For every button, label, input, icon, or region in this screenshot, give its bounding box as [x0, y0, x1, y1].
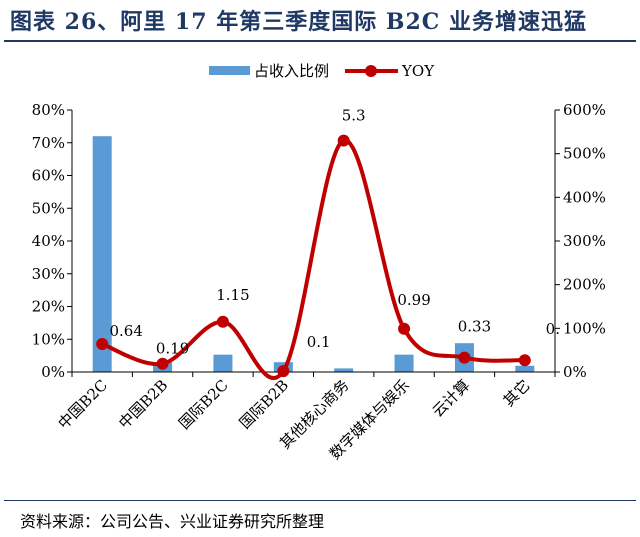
yoy-marker [518, 354, 531, 367]
y-left-tick-label: 70% [32, 134, 65, 152]
yoy-data-label: 1.15 [216, 286, 249, 304]
y-left-tick-label: 10% [32, 330, 65, 348]
yoy-data-label: 0.19 [156, 340, 189, 358]
yoy-data-label: 5.3 [342, 107, 366, 125]
y-right-tick-label: 200% [563, 276, 606, 294]
x-tick-label: 云计算 [429, 376, 474, 421]
y-left-tick-label: 30% [32, 265, 65, 283]
x-tick-label: 其它 [500, 376, 534, 410]
bar [334, 368, 354, 372]
legend-label-line: YOY [401, 62, 435, 80]
yoy-marker [337, 134, 350, 147]
x-tick-label: 中国B2B [115, 376, 171, 432]
x-tick-label: 中国B2C [54, 376, 111, 433]
legend-marker-line [365, 65, 377, 77]
bar [213, 354, 233, 372]
bottom-rule [4, 500, 636, 501]
extra-data-label: 0.1 [307, 333, 331, 351]
yoy-marker [216, 315, 229, 328]
y-right-tick-label: 400% [563, 188, 606, 206]
legend-swatch-bar [209, 66, 250, 75]
source-note: 资料来源：公司公告、兴业证券研究所整理 [20, 512, 325, 531]
x-tick-label: 国际B2B [236, 376, 292, 432]
bar [92, 136, 112, 372]
yoy-marker [96, 338, 109, 351]
legend-label-bar: 占收入比例 [254, 62, 329, 80]
figure-title: 图表 26、阿里 17 年第三季度国际 B2C 业务增速迅猛 [10, 9, 587, 35]
y-right-tick-label: 600% [563, 101, 606, 119]
yoy-line [101, 138, 525, 380]
y-right-tick-label: 100% [563, 319, 606, 337]
y-left-tick-label: 50% [32, 199, 65, 217]
y-right-tick-label: 300% [563, 232, 606, 250]
yoy-data-label: 0.99 [397, 291, 430, 309]
yoy-marker [156, 357, 169, 370]
y-right-tick-label: 0% [563, 363, 587, 381]
yoy-data-label: 0. [546, 320, 560, 338]
yoy-data-label: 0.64 [109, 322, 142, 340]
yoy-marker [398, 322, 411, 335]
y-left-tick-label: 80% [32, 101, 65, 119]
yoy-marker [277, 365, 290, 378]
bar [394, 354, 414, 372]
title-rule [4, 40, 636, 42]
y-left-tick-label: 40% [32, 232, 65, 250]
y-left-tick-label: 20% [32, 298, 65, 316]
bar [515, 365, 535, 372]
y-left-tick-label: 60% [32, 167, 65, 185]
y-right-tick-label: 500% [563, 145, 606, 163]
yoy-data-label: 0.33 [458, 318, 491, 336]
chart: 占收入比例 YOY 0% 10% 20% 30% 40% 50% 60% 70% 80% 0% 100%… [32, 62, 606, 463]
yoy-marker [458, 351, 471, 364]
y-left-tick-label: 0% [41, 363, 65, 381]
x-tick-label: 国际B2C [175, 376, 232, 433]
